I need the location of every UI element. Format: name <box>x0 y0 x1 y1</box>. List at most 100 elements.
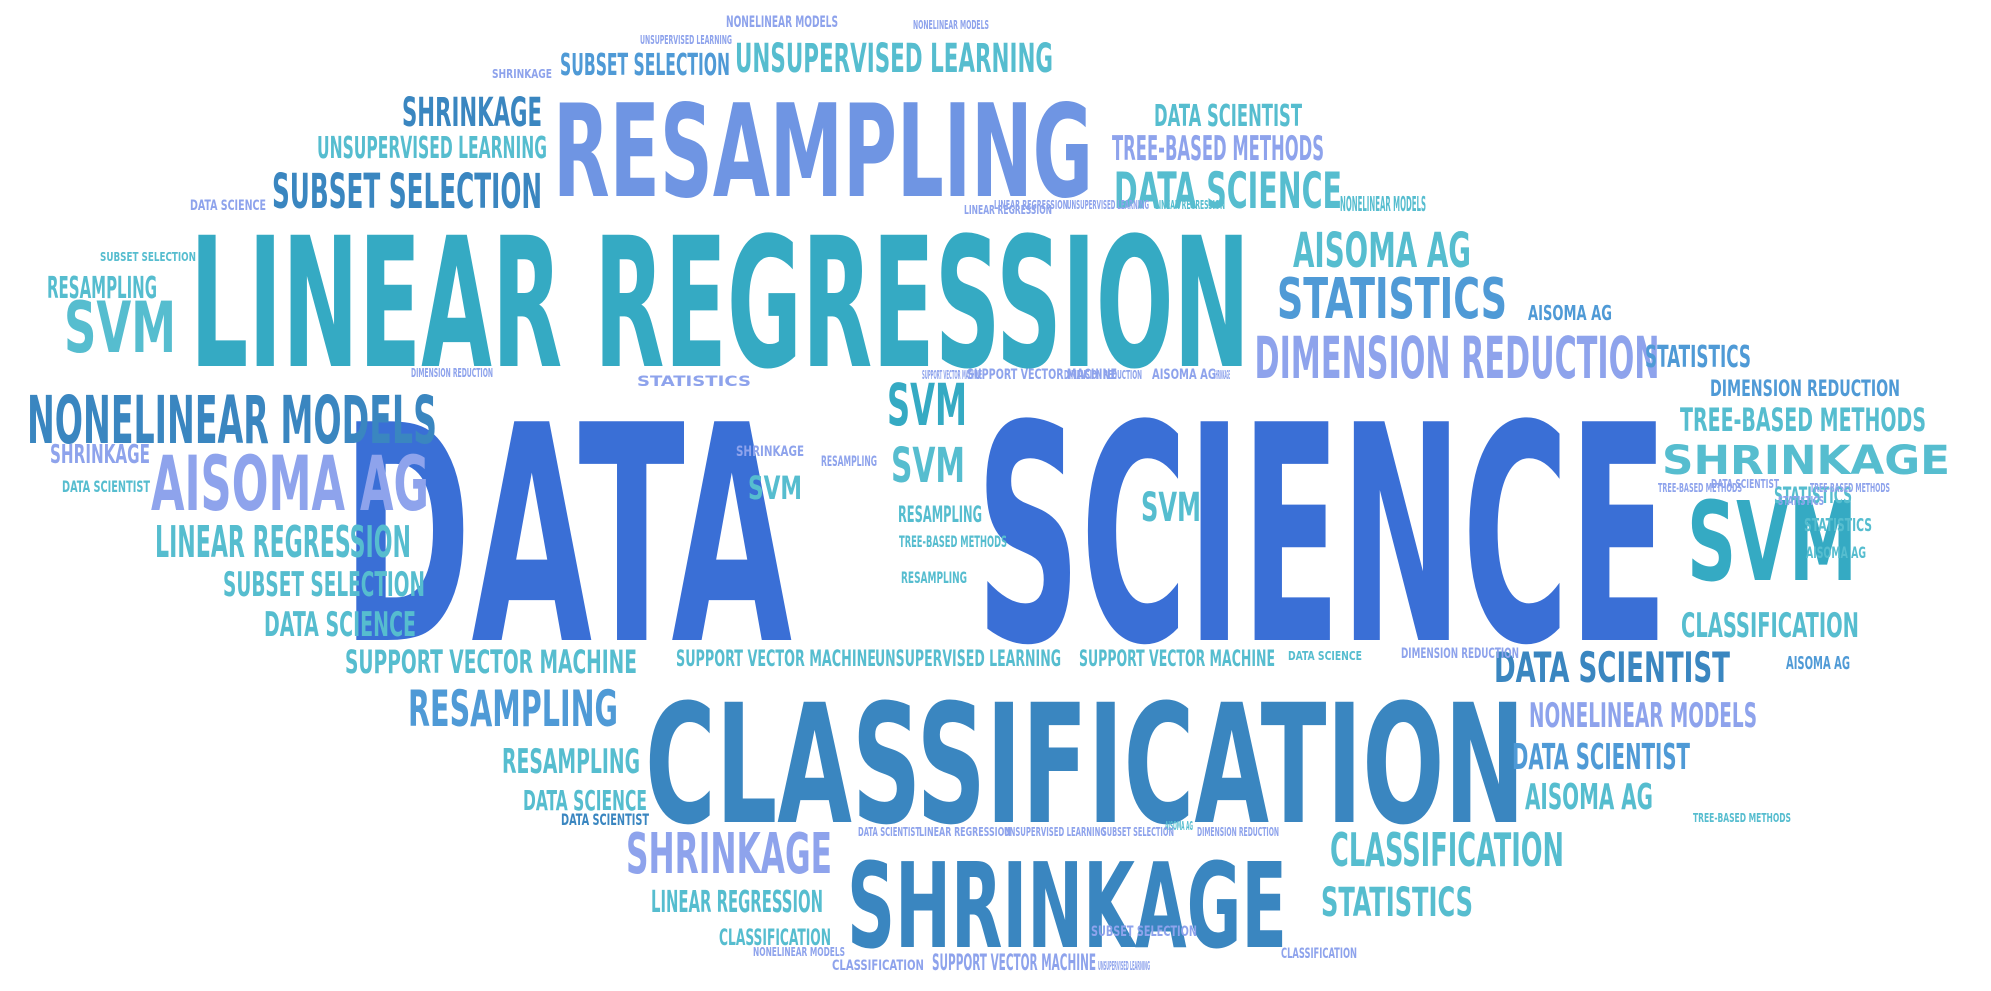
word-nonelinear-models: NONELINEAR MODELS <box>726 12 838 31</box>
word-svm: SVM <box>748 469 802 507</box>
word-linear-regression: LINEAR REGRESSION <box>1155 198 1225 212</box>
word-statistics: STATISTICS <box>1804 515 1872 536</box>
word-linear-regression: LINEAR REGRESSION <box>190 200 1250 409</box>
word-subset-selection: SUBSET SELECTION <box>1091 924 1197 940</box>
word-linear-regression: LINEAR REGRESSION <box>155 517 411 568</box>
word-shrinkage: SHRINKAGE <box>1662 438 1950 484</box>
word-statistics: STATISTICS <box>1774 484 1852 509</box>
word-tree-based-methods: TREE-BASED METHODS <box>1112 129 1324 169</box>
word-statistics: STATISTICS <box>1321 880 1473 926</box>
word-shrinkage: SHRINKAGE <box>1214 368 1230 382</box>
word-dimension-reduction: DIMENSION REDUCTION <box>411 366 493 380</box>
word-tree-based-methods: TREE-BASED METHODS <box>1810 481 1890 495</box>
word-data-science: DATA SCIENCE <box>523 784 647 817</box>
word-subset-selection: SUBSET SELECTION <box>100 250 196 264</box>
word-data-scientist: DATA SCIENTIST <box>1512 737 1690 778</box>
word-svm: SVM <box>891 438 965 494</box>
word-dimension-reduction: DIMENSION REDUCTION <box>1710 377 1900 402</box>
word-classification: CLASSIFICATION <box>832 958 924 974</box>
word-data-scientist: DATA SCIENTIST <box>858 825 920 839</box>
word-resampling: RESAMPLING <box>47 271 157 306</box>
word-resampling: RESAMPLING <box>408 680 618 738</box>
word-data-scientist: DATA SCIENTIST <box>561 810 649 829</box>
word-nonelinear-models: NONELINEAR MODELS <box>27 382 437 459</box>
word-unsupervised-learning: UNSUPERVISED LEARNING <box>1098 959 1150 973</box>
word-dimension-reduction: DIMENSION REDUCTION <box>1401 646 1519 662</box>
word-support-vector-machine: SUPPORT VECTOR MACHINE <box>1079 647 1275 672</box>
word-data-scientist: DATA SCIENTIST <box>1711 477 1779 491</box>
word-tree-based-methods: TREE-BASED METHODS <box>1693 811 1791 825</box>
word-resampling: RESAMPLING <box>901 568 967 587</box>
word-shrinkage: SHRINKAGE <box>492 67 552 81</box>
word-data-science: DATA SCIENCE <box>190 198 266 214</box>
word-classification: CLASSIFICATION <box>1330 823 1564 877</box>
word-tree-based-methods: TREE-BASED METHODS <box>1680 401 1926 439</box>
word-linear-regression: LINEAR REGRESSION <box>994 198 1068 212</box>
word-unsupervised-learning: UNSUPERVISED LEARNING <box>735 36 1053 82</box>
word-nonelinear-models: NONELINEAR MODELS <box>1340 192 1426 216</box>
word-unsupervised-learning: UNSUPERVISED LEARNING <box>1067 198 1149 212</box>
word-shrinkage: SHRINKAGE <box>847 837 1287 975</box>
word-support-vector-machine: SUPPORT VECTOR MACHINE <box>967 367 1117 383</box>
word-data-scientist: DATA SCIENTIST <box>62 477 150 496</box>
word-data-scientist: DATA SCIENTIST <box>1494 643 1730 692</box>
word-aisoma-ag: AISOMA AG <box>1525 777 1653 818</box>
word-svm: SVM <box>64 287 176 369</box>
word-aisoma-ag: AISOMA AG <box>151 439 429 528</box>
word-support-vector-machine: SUPPORT VECTOR MACHINE <box>345 643 637 681</box>
word-classification: CLASSIFICATION <box>645 669 1525 861</box>
word-resampling: RESAMPLING <box>502 742 640 782</box>
word-subset-selection: SUBSET SELECTION <box>272 164 542 220</box>
word-shrinkage: SHRINKAGE <box>50 440 150 470</box>
word-unsupervised-learning: UNSUPERVISED LEARNING <box>875 647 1061 672</box>
word-statistics: STATISTICS <box>1277 267 1507 332</box>
word-support-vector-machine: SUPPORT VECTOR MACHINE <box>932 951 1096 976</box>
word-classification: CLASSIFICATION <box>1281 946 1357 962</box>
word-svm: SVM <box>1141 485 1201 531</box>
word-data-scientist: DATA SCIENTIST <box>1154 99 1302 134</box>
word-linear-regression: LINEAR REGRESSION <box>964 203 1052 217</box>
word-linear-regression: LINEAR REGRESSION <box>919 825 1011 839</box>
word-subset-selection: SUBSET SELECTION <box>560 48 730 83</box>
word-support-vector-machine: SUPPORT VECTOR MACHINE <box>922 368 982 382</box>
word-shrinkage: SHRINKAGE <box>736 444 804 460</box>
word-data-science: DATA SCIENCE <box>264 605 416 645</box>
word-unsupervised-learning: UNSUPERVISED LEARNING <box>317 131 547 166</box>
word-data-science: DATA SCIENCE <box>1288 649 1362 663</box>
word-classification: CLASSIFICATION <box>719 926 831 951</box>
word-resampling: RESAMPLING <box>821 454 877 470</box>
word-data-science: DATA SCIENCE <box>1114 162 1342 220</box>
word-aisoma-ag: AISOMA AG <box>1165 819 1193 833</box>
word-svm: SVM <box>887 371 967 439</box>
word-tree-based-methods: TREE-BASED METHODS <box>1658 481 1742 495</box>
word-statistics: STATISTICS <box>637 374 751 390</box>
word-subset-selection: SUBSET SELECTION <box>1102 825 1174 839</box>
word-tree-based-methods: TREE-BASED METHODS <box>899 532 1007 551</box>
word-aisoma-ag: AISOMA AG <box>1293 223 1471 279</box>
word-dimension-reduction: DIMENSION REDUCTION <box>1197 825 1279 839</box>
word-svm: SVM <box>1687 478 1857 606</box>
word-nonelinear-models: NONELINEAR MODELS <box>1529 696 1757 736</box>
word-aisoma-ag: AISOMA AG <box>1786 653 1850 674</box>
word-nonelinear-models: NONELINEAR MODELS <box>753 945 845 959</box>
word-subset-selection: SUBSET SELECTION <box>223 565 425 605</box>
word-aisoma-ag: AISOMA AG <box>1528 301 1612 325</box>
word-unsupervised-learning: UNSUPERVISED LEARNING <box>640 33 732 47</box>
word-resampling: RESAMPLING <box>553 78 1093 227</box>
word-nonelinear-models: NONELINEAR MODELS <box>913 18 989 32</box>
word-shrinkage: SHRINKAGE <box>626 822 832 887</box>
word-aisoma-ag: AISOMA AG <box>1152 367 1216 383</box>
word-linear-regression: LINEAR REGRESSION <box>651 885 823 920</box>
word-support-vector-machine: SUPPORT VECTOR MACHINE <box>676 647 876 672</box>
word-data: DATA <box>342 362 793 711</box>
word-statistics: STATISTICS <box>1645 340 1751 375</box>
word-science: SCIENCE <box>976 362 1668 711</box>
word-statistics: STATISTICS <box>1778 494 1824 508</box>
word-unsupervised-learning: UNSUPERVISED LEARNING <box>1004 825 1106 839</box>
word-shrinkage: SHRINKAGE <box>402 90 542 136</box>
word-resampling: RESAMPLING <box>898 503 982 528</box>
word-classification: CLASSIFICATION <box>1681 606 1859 646</box>
word-dimension-reduction: DIMENSION REDUCTION <box>1064 368 1142 382</box>
word-dimension-reduction: DIMENSION REDUCTION <box>1255 324 1660 392</box>
